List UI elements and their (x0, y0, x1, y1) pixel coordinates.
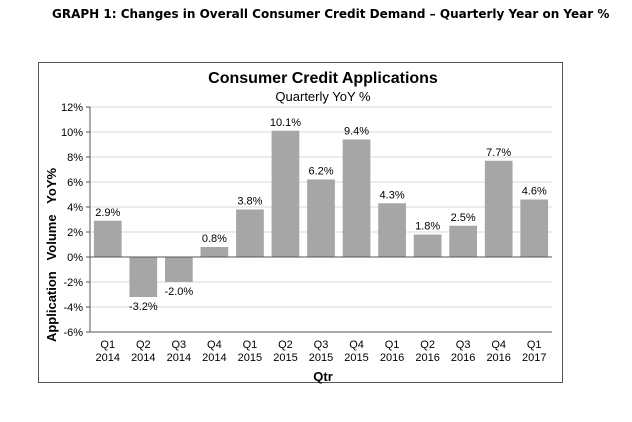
x-tick-label: Q4 (349, 339, 364, 351)
data-label: 9.4% (344, 126, 369, 138)
chart-subtitle: Quarterly YoY % (275, 89, 371, 104)
x-tick-label: Q1 (527, 339, 542, 351)
data-label: 6.2% (308, 166, 333, 178)
x-tick-label: Q3 (172, 339, 187, 351)
data-label: 0.8% (202, 233, 227, 245)
bar (378, 203, 406, 257)
bar (271, 130, 300, 257)
data-label: 10.1% (270, 117, 301, 129)
x-tick-label: Q3 (456, 339, 471, 351)
x-tick-label: Q3 (314, 339, 329, 351)
x-tick-label: 2014 (131, 352, 155, 364)
y-tick-label: 0% (67, 252, 83, 264)
x-tick-label: 2015 (344, 352, 368, 364)
x-tick-label: 2014 (96, 352, 120, 364)
y-tick-label: 10% (61, 127, 83, 139)
x-tick-label: Q2 (420, 339, 435, 351)
y-axis-title: Application Volume YoY% (44, 168, 59, 343)
x-tick-label: 2016 (451, 352, 475, 364)
bar (164, 257, 193, 282)
data-label: 3.8% (237, 196, 262, 208)
bar (342, 139, 371, 257)
y-tick-label: -2% (63, 277, 83, 289)
y-tick-label: 12% (61, 102, 83, 114)
x-tick-label: 2016 (380, 352, 404, 364)
bar (520, 199, 549, 257)
x-tick-label: Q4 (491, 339, 506, 351)
bar (129, 257, 158, 297)
y-tick-label: -6% (63, 327, 83, 339)
x-tick-label: Q2 (278, 339, 293, 351)
x-tick-label: Q1 (100, 339, 115, 351)
x-tick-label: 2015 (309, 352, 333, 364)
x-tick-label: 2015 (273, 352, 297, 364)
x-tick-label: Q4 (207, 339, 222, 351)
y-tick-label: 8% (67, 152, 83, 164)
y-tick-label: 4% (67, 202, 83, 214)
x-axis-title: Qtr (313, 369, 333, 384)
page-heading: GRAPH 1: Changes in Overall Consumer Cre… (52, 7, 610, 21)
data-label: 2.5% (451, 212, 476, 224)
bar (484, 160, 513, 257)
x-tick-label: 2014 (202, 352, 226, 364)
x-tick-label: 2015 (238, 352, 262, 364)
bars (93, 130, 549, 297)
chart-frame (38, 62, 563, 383)
bar (307, 179, 335, 257)
data-label: 7.7% (486, 147, 511, 159)
x-tick-label: 2017 (522, 352, 546, 364)
axes: -6%-4%-2%0%2%4%6%8%10%12%Q12014Q22014Q32… (61, 102, 552, 364)
data-label: 2.9% (95, 207, 120, 219)
x-tick-label: 2014 (167, 352, 191, 364)
data-label: -3.2% (129, 301, 158, 313)
x-tick-label: 2016 (415, 352, 439, 364)
data-labels: 2.9% -3.2% -2.0% 0.8% 3.8% 10.1% 6.2% 9.4% 4.3% 1… (95, 117, 547, 313)
bar (449, 225, 478, 257)
bar (413, 234, 442, 257)
x-tick-label: Q1 (385, 339, 400, 351)
bar (200, 247, 229, 257)
data-label: -2.0% (164, 286, 193, 298)
x-tick-label: Q1 (243, 339, 258, 351)
data-label: 4.6% (522, 186, 547, 198)
chart-title: Consumer Credit Applications (208, 70, 438, 87)
x-tick-label: Q2 (136, 339, 151, 351)
y-tick-label: 2% (67, 227, 83, 239)
y-tick-label: 6% (67, 177, 83, 189)
bar (236, 209, 264, 257)
x-tick-label: 2016 (486, 352, 510, 364)
bar (93, 220, 122, 257)
data-label: 4.3% (380, 189, 405, 201)
data-label: 1.8% (415, 221, 440, 233)
y-tick-label: -4% (63, 302, 83, 314)
